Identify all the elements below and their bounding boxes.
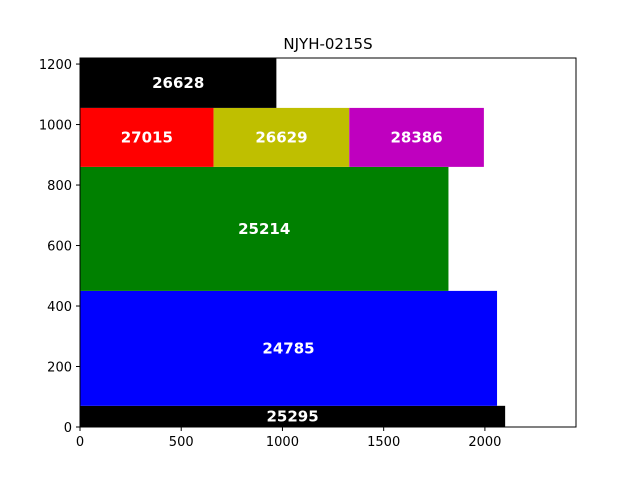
x-tick-label: 1000 <box>266 435 299 450</box>
x-axis: 0 500 1000 1500 2000 <box>76 427 501 450</box>
bar-label-27015: 27015 <box>121 128 173 146</box>
y-tick-label: 1200 <box>39 58 72 73</box>
y-tick-label: 1000 <box>39 119 72 134</box>
x-tick-label: 1500 <box>367 435 400 450</box>
x-tick-label: 0 <box>76 435 84 450</box>
bar-label-25295: 25295 <box>266 407 318 425</box>
y-tick-label: 0 <box>64 421 72 436</box>
bar-24785 <box>80 290 498 406</box>
bar-25214 <box>80 166 449 291</box>
bar-label-26628: 26628 <box>152 74 204 92</box>
bar-28386 <box>349 107 484 167</box>
bars-group <box>80 58 506 427</box>
bar-26628 <box>80 58 277 108</box>
x-tick-label: 500 <box>169 435 194 450</box>
bar-label-25214: 25214 <box>238 220 290 238</box>
bar-label-26629: 26629 <box>255 128 307 146</box>
y-axis: 0 200 400 600 800 1000 1200 <box>39 58 80 436</box>
chart-title: NJYH-0215S <box>283 35 372 53</box>
plot-frame <box>79 57 577 428</box>
y-tick-label: 400 <box>47 300 72 315</box>
y-tick-label: 200 <box>47 361 72 376</box>
bar-label-24785: 24785 <box>262 339 314 357</box>
bar-label-28386: 28386 <box>390 128 442 146</box>
bar-25295 <box>80 405 506 427</box>
x-tick-label: 2000 <box>468 435 501 450</box>
y-tick-label: 600 <box>47 240 72 255</box>
bar-27015 <box>80 107 214 167</box>
bar-labels-group: 25295 24785 25214 27015 26629 28386 26628 <box>121 74 443 425</box>
y-tick-label: 800 <box>47 179 72 194</box>
bar-26629 <box>213 107 350 167</box>
